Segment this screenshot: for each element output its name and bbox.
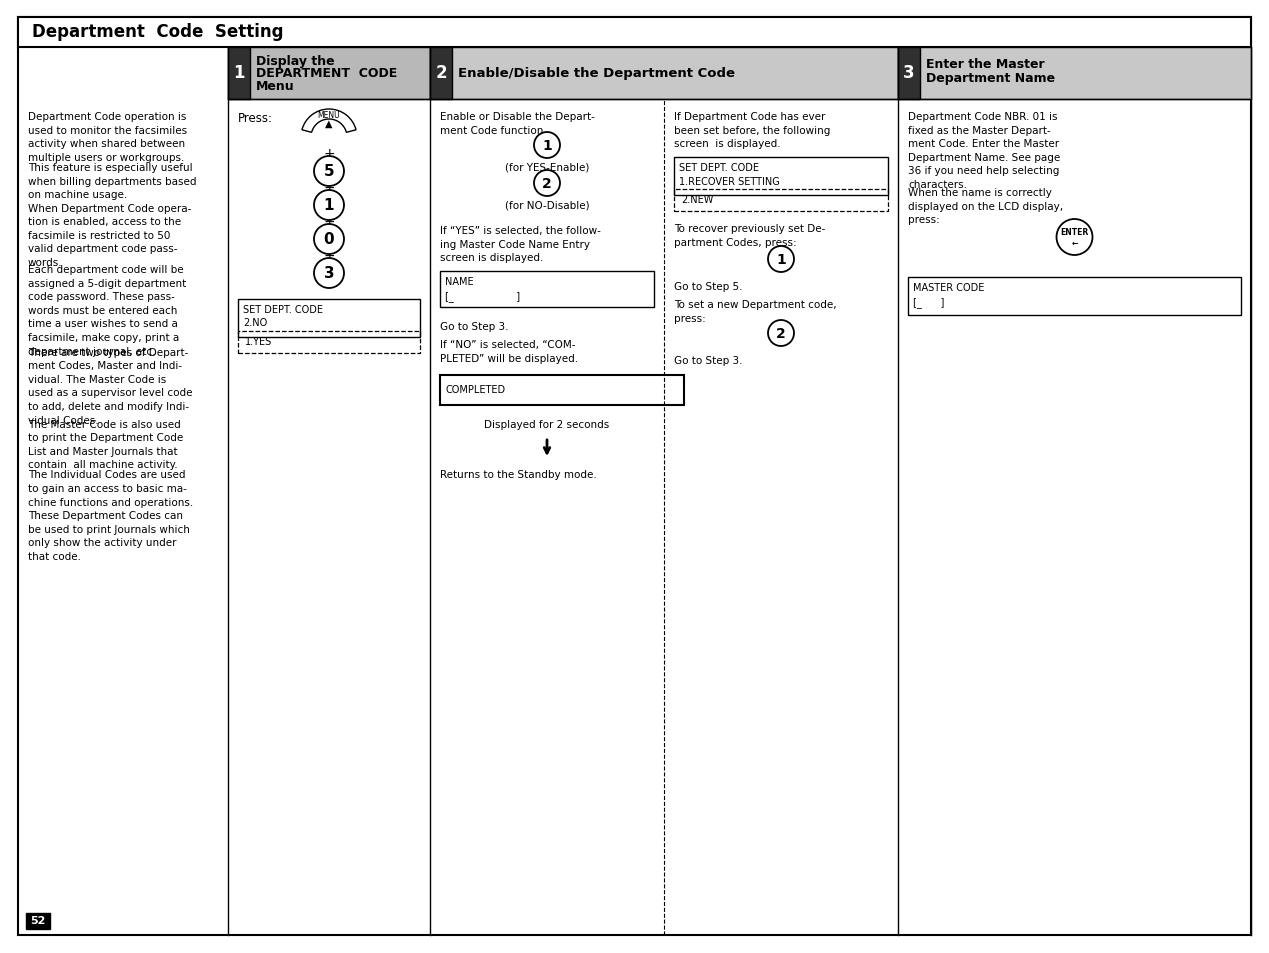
Text: Department Code NBR. 01 is
fixed as the Master Depart-
ment Code. Enter the Mast: Department Code NBR. 01 is fixed as the … (909, 112, 1061, 190)
Text: +: + (324, 214, 335, 229)
Text: Menu: Menu (256, 80, 294, 92)
Text: 0: 0 (324, 233, 334, 247)
Text: Department Code operation is
used to monitor the facsimiles
activity when shared: Department Code operation is used to mon… (28, 112, 187, 163)
Text: 1: 1 (542, 139, 552, 152)
Bar (898, 48, 920, 100)
Text: Each department code will be
assigned a 5-digit department
code password. These : Each department code will be assigned a … (28, 265, 187, 356)
Bar (898, 48, 1251, 100)
Text: (for NO-Disable): (for NO-Disable) (505, 200, 589, 210)
Circle shape (313, 258, 344, 289)
Text: 2: 2 (435, 64, 447, 82)
Text: 1: 1 (233, 64, 245, 82)
Bar (430, 48, 452, 100)
Text: 2.NO: 2.NO (242, 317, 268, 328)
Text: 1: 1 (777, 253, 786, 267)
Text: 52: 52 (30, 915, 46, 925)
Text: Enter the Master: Enter the Master (926, 58, 1044, 71)
Circle shape (534, 171, 560, 196)
Circle shape (313, 157, 344, 187)
Text: ENTER
←: ENTER ← (1061, 228, 1089, 248)
Bar (909, 277, 1241, 315)
Text: NAME: NAME (445, 276, 473, 287)
Text: 2: 2 (542, 177, 552, 191)
Circle shape (768, 320, 794, 347)
Text: There are two types of Depart-
ment Codes, Master and Indi-
vidual. The Master C: There are two types of Depart- ment Code… (28, 347, 193, 425)
Text: Go to Step 5.: Go to Step 5. (674, 282, 742, 292)
Text: 1: 1 (324, 198, 334, 213)
Wedge shape (302, 110, 357, 133)
Text: Display the: Display the (256, 55, 335, 68)
Bar (440, 272, 654, 308)
Text: Department Name: Department Name (926, 71, 1055, 85)
Bar (674, 190, 888, 212)
Bar (25, 913, 49, 929)
Text: Enable/Disable the Department Code: Enable/Disable the Department Code (458, 67, 735, 79)
Text: When the name is correctly
displayed on the LCD display,
press:: When the name is correctly displayed on … (909, 188, 1063, 225)
Text: If “YES” is selected, the follow-
ing Master Code Name Entry
screen is displayed: If “YES” is selected, the follow- ing Ma… (440, 226, 602, 263)
Text: 5: 5 (324, 164, 334, 179)
Text: When Department Code opera-
tion is enabled, access to the
facsimile is restrict: When Department Code opera- tion is enab… (28, 203, 192, 268)
Text: [_      ]: [_ ] (912, 296, 944, 308)
Text: 1.YES: 1.YES (245, 336, 273, 347)
Text: (for YES-Enable): (for YES-Enable) (505, 162, 589, 172)
Text: MASTER CODE: MASTER CODE (912, 283, 985, 293)
Text: To set a new Department code,
press:: To set a new Department code, press: (674, 299, 836, 323)
Text: DEPARTMENT  CODE: DEPARTMENT CODE (256, 67, 397, 80)
Text: Returns to the Standby mode.: Returns to the Standby mode. (440, 470, 596, 479)
Text: If “NO” is selected, “COM-
PLETED” will be displayed.: If “NO” is selected, “COM- PLETED” will … (440, 339, 579, 363)
Text: 3: 3 (324, 266, 334, 281)
Circle shape (534, 132, 560, 159)
Text: Displayed for 2 seconds: Displayed for 2 seconds (485, 419, 609, 430)
Text: SET DEPT. CODE: SET DEPT. CODE (679, 163, 759, 172)
Text: Go to Step 3.: Go to Step 3. (674, 355, 742, 366)
Text: If Department Code has ever
been set before, the following
screen  is displayed.: If Department Code has ever been set bef… (674, 112, 830, 149)
Text: Department  Code  Setting: Department Code Setting (32, 23, 283, 41)
Text: [_                    ]: [_ ] (445, 291, 520, 301)
Bar (18, 18, 1251, 48)
Circle shape (313, 225, 344, 254)
Circle shape (768, 247, 794, 273)
Text: Go to Step 3.: Go to Step 3. (440, 322, 509, 332)
Text: 3: 3 (904, 64, 915, 82)
Text: +: + (324, 249, 335, 263)
Text: Press:: Press: (239, 112, 273, 125)
Text: Enable or Disable the Depart-
ment Code function.: Enable or Disable the Depart- ment Code … (440, 112, 595, 135)
Text: This feature is especially useful
when billing departments based
on machine usag: This feature is especially useful when b… (28, 163, 197, 200)
Bar (228, 48, 250, 100)
Circle shape (1057, 220, 1093, 255)
Text: To recover previously set De-
partment Codes, press:: To recover previously set De- partment C… (674, 224, 825, 248)
Text: MENU: MENU (317, 112, 340, 120)
Text: COMPLETED: COMPLETED (445, 385, 506, 395)
Bar (440, 375, 684, 406)
Bar (674, 158, 888, 195)
Bar (239, 299, 420, 337)
Text: ▲: ▲ (325, 119, 332, 129)
Text: +: + (324, 147, 335, 161)
Text: 2.NEW: 2.NEW (681, 194, 713, 205)
Bar (430, 48, 898, 100)
Text: The Individual Codes are used
to gain an access to basic ma-
chine functions and: The Individual Codes are used to gain an… (28, 470, 193, 561)
Circle shape (313, 191, 344, 221)
Text: 1.RECOVER SETTING: 1.RECOVER SETTING (679, 177, 779, 187)
Text: +: + (324, 181, 335, 194)
Text: 2: 2 (777, 327, 786, 340)
Text: The Master Code is also used
to print the Department Code
List and Master Journa: The Master Code is also used to print th… (28, 419, 183, 470)
Bar (239, 332, 420, 354)
Text: SET DEPT. CODE: SET DEPT. CODE (242, 305, 324, 314)
Bar (228, 48, 430, 100)
